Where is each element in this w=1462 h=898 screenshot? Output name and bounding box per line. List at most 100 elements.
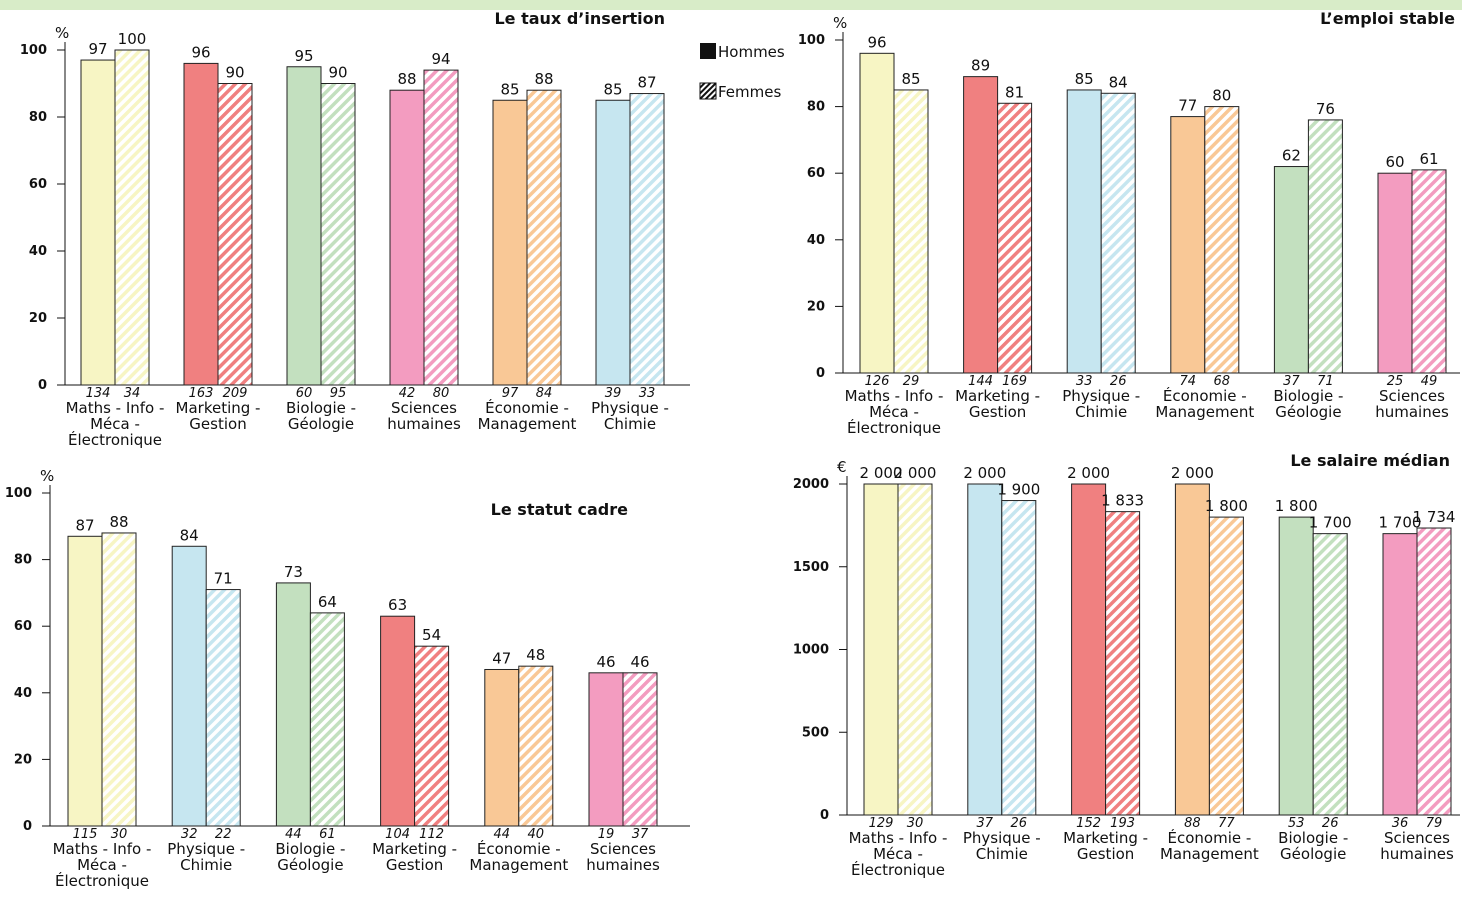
value-label: 76 [1316,100,1335,118]
y-tick-label: 100 [5,486,32,501]
value-label: 89 [971,57,990,75]
bar [1170,116,1206,374]
value-label: 81 [1005,83,1024,101]
count-label: 68 [1214,374,1231,389]
count-label: 97 [502,386,519,401]
count-label: 30 [111,827,128,842]
count-label: 44 [494,827,511,842]
y-tick-label: 100 [20,43,47,58]
value-label: 85 [500,80,519,98]
bar [1071,483,1107,816]
count-label: 209 [223,386,248,401]
value-label: 1 833 [1101,492,1144,510]
count-label: 37 [632,827,649,842]
x-tick-label: Maths - Info - [53,840,152,858]
count-label: 193 [1110,816,1135,831]
value-label: 1 700 [1379,514,1422,532]
count-label: 112 [419,827,444,842]
y-tick-label: 60 [14,619,32,634]
x-tick-label: Biologie - [1278,829,1348,847]
value-label: 46 [596,653,615,671]
bar [1204,106,1240,374]
count-label: 61 [319,827,336,842]
value-label: 85 [603,80,622,98]
value-label: 94 [431,50,450,68]
count-label: 60 [296,386,313,401]
x-tick-label: Marketing - [1063,829,1148,847]
bar [286,66,322,386]
x-tick-label: Méca - [77,856,127,874]
bar [1174,483,1210,816]
count-label: 39 [605,386,622,401]
legend-swatch [700,43,716,59]
x-tick-label: Chimie [604,415,656,433]
bar [595,99,631,386]
bar [1105,511,1141,816]
x-tick-label: Méca - [873,845,923,863]
value-label: 95 [294,47,313,65]
bar [484,668,520,827]
bar [1001,500,1037,816]
count-label: 26 [1110,374,1127,389]
x-tick-label: Marketing - [372,840,457,858]
x-tick-label: Physique - [167,840,245,858]
bar [414,645,450,827]
y-tick-label: 80 [29,110,47,125]
x-tick-label: humaines [387,415,461,433]
value-label: 1 800 [1205,497,1248,515]
y-tick-label: 0 [38,378,47,393]
value-label: 46 [630,653,649,671]
bar [518,665,554,827]
value-label: 84 [1109,73,1128,91]
y-tick-label: 1000 [793,643,829,658]
value-label: 61 [1419,150,1438,168]
value-label: 100 [118,30,147,48]
x-tick-label: Maths - Info - [849,829,948,847]
count-label: 80 [433,386,450,401]
x-tick-label: Électronique [68,430,162,449]
value-label: 64 [318,593,337,611]
value-label: 90 [328,64,347,82]
bar [389,89,425,386]
x-tick-label: Électronique [55,871,149,890]
x-tick-label: Géologie [277,856,343,874]
x-tick-label: Économie - [477,839,561,858]
bar [1307,119,1343,374]
x-tick-label: Management [469,856,568,874]
value-label: 2 000 [860,464,903,482]
count-label: 36 [1392,816,1409,831]
y-tick-label: 60 [29,177,47,192]
value-label: 84 [180,526,199,544]
x-tick-label: Électronique [847,418,941,437]
value-label: 90 [225,64,244,82]
x-tick-label: Physique - [963,829,1041,847]
x-tick-label: humaines [586,856,660,874]
x-tick-label: Physique - [591,399,669,417]
count-label: 84 [536,386,553,401]
value-label: 62 [1282,147,1301,165]
bar [80,59,116,386]
value-label: 1 900 [997,481,1040,499]
y-tick-label: 500 [802,725,829,740]
x-tick-label: Économie - [485,398,569,417]
bar [1377,172,1413,374]
count-label: 77 [1218,816,1235,831]
y-tick-label: 20 [14,752,32,767]
y-tick-label: 40 [807,233,825,248]
y-tick-label: 20 [29,311,47,326]
count-label: 53 [1288,816,1305,831]
count-label: 152 [1076,816,1101,831]
x-tick-label: Méca - [869,403,919,421]
count-label: 88 [1184,816,1201,831]
x-tick-label: Management [1160,845,1259,863]
value-label: 73 [284,563,303,581]
x-tick-label: Biologie - [286,399,356,417]
x-tick-label: Géologie [1275,403,1341,421]
legend-label: Hommes [718,43,785,61]
bar [423,69,459,386]
value-label: 88 [109,513,128,531]
value-label: 1 800 [1275,497,1318,515]
x-tick-label: humaines [1375,403,1449,421]
value-label: 85 [901,70,920,88]
